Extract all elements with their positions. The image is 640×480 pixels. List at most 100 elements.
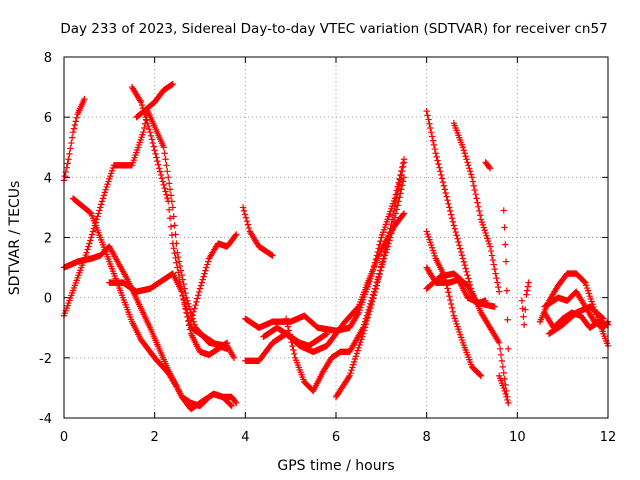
data-point xyxy=(232,232,239,239)
data-point xyxy=(466,168,474,175)
data-point xyxy=(469,178,477,185)
data-point xyxy=(189,311,196,319)
data-point xyxy=(446,292,453,300)
data-point xyxy=(351,355,359,363)
data-point xyxy=(443,193,450,200)
data-point xyxy=(167,223,175,230)
data-point xyxy=(349,364,356,371)
data-point xyxy=(472,190,479,198)
data-point xyxy=(87,237,94,244)
data-point xyxy=(477,372,485,380)
data-point xyxy=(356,341,363,349)
data-point xyxy=(289,342,296,350)
data-point xyxy=(375,274,382,282)
data-point xyxy=(520,321,528,328)
series-arc-zz xyxy=(545,303,607,337)
data-point xyxy=(392,198,400,206)
data-point xyxy=(425,116,432,123)
data-point xyxy=(179,292,186,299)
data-point xyxy=(162,156,169,163)
data-point xyxy=(173,383,180,390)
data-point xyxy=(169,204,176,211)
series-arc-g xyxy=(106,270,231,353)
data-point xyxy=(366,308,373,315)
series-arc-h xyxy=(187,231,240,325)
data-point xyxy=(230,354,238,362)
y-tick-label: 6 xyxy=(44,111,52,126)
data-point xyxy=(454,235,461,242)
data-point xyxy=(493,274,500,282)
data-point xyxy=(141,110,148,118)
y-tick-label: 8 xyxy=(44,51,52,66)
data-point xyxy=(445,200,452,208)
data-point xyxy=(181,299,188,306)
data-point xyxy=(244,221,252,228)
data-point xyxy=(444,285,451,292)
x-tick-label: 8 xyxy=(423,430,431,445)
chart-title: Day 233 of 2023, Sidereal Day-to-day VTE… xyxy=(60,21,607,37)
data-point xyxy=(163,191,170,198)
x-axis-label: GPS time / hours xyxy=(277,458,394,474)
data-point xyxy=(232,398,239,405)
data-point xyxy=(198,279,206,286)
x-tick-label: 2 xyxy=(151,430,159,445)
data-point xyxy=(491,265,498,273)
data-point xyxy=(435,160,442,168)
data-point xyxy=(437,171,445,179)
data-point xyxy=(437,168,444,175)
data-point xyxy=(156,165,163,172)
data-point xyxy=(169,240,176,247)
data-point xyxy=(501,224,508,231)
data-point xyxy=(240,207,248,215)
data-point xyxy=(463,268,470,275)
data-point xyxy=(426,120,433,127)
data-point xyxy=(385,232,392,240)
data-point xyxy=(486,163,493,171)
data-point xyxy=(170,245,177,252)
data-point xyxy=(396,181,403,188)
data-point xyxy=(88,231,96,238)
data-point xyxy=(160,144,167,151)
data-point xyxy=(495,283,502,291)
data-point xyxy=(245,224,253,232)
data-point xyxy=(423,107,430,115)
data-point xyxy=(397,176,404,184)
data-point xyxy=(389,212,397,219)
data-point xyxy=(83,249,90,256)
data-point xyxy=(159,178,167,185)
data-point xyxy=(67,145,74,152)
x-tick-label: 6 xyxy=(332,430,340,445)
data-point xyxy=(146,126,153,133)
data-point xyxy=(68,134,76,141)
data-point xyxy=(149,139,157,147)
data-point xyxy=(142,113,149,121)
data-point xyxy=(399,211,407,218)
data-point xyxy=(151,147,158,154)
data-point xyxy=(99,195,107,202)
data-point xyxy=(393,194,400,201)
data-point xyxy=(523,287,531,294)
data-point xyxy=(429,137,437,144)
data-point xyxy=(360,330,367,337)
data-point xyxy=(470,182,478,189)
data-point xyxy=(492,270,499,277)
data-point xyxy=(372,285,380,293)
data-point xyxy=(467,171,475,178)
data-point xyxy=(85,243,92,250)
data-point xyxy=(86,240,93,247)
data-point xyxy=(350,361,357,368)
data-point xyxy=(384,236,391,244)
data-point xyxy=(284,323,292,330)
data-point xyxy=(165,206,173,214)
data-point xyxy=(285,327,293,334)
data-point xyxy=(459,144,467,151)
data-point xyxy=(502,241,509,248)
data-point xyxy=(369,298,376,305)
series-arc-p xyxy=(450,119,503,295)
series-arc-u xyxy=(500,207,512,353)
data-point xyxy=(447,207,454,215)
data-point xyxy=(184,310,191,317)
data-point xyxy=(72,118,79,125)
data-point xyxy=(399,163,407,170)
data-point xyxy=(475,203,482,211)
